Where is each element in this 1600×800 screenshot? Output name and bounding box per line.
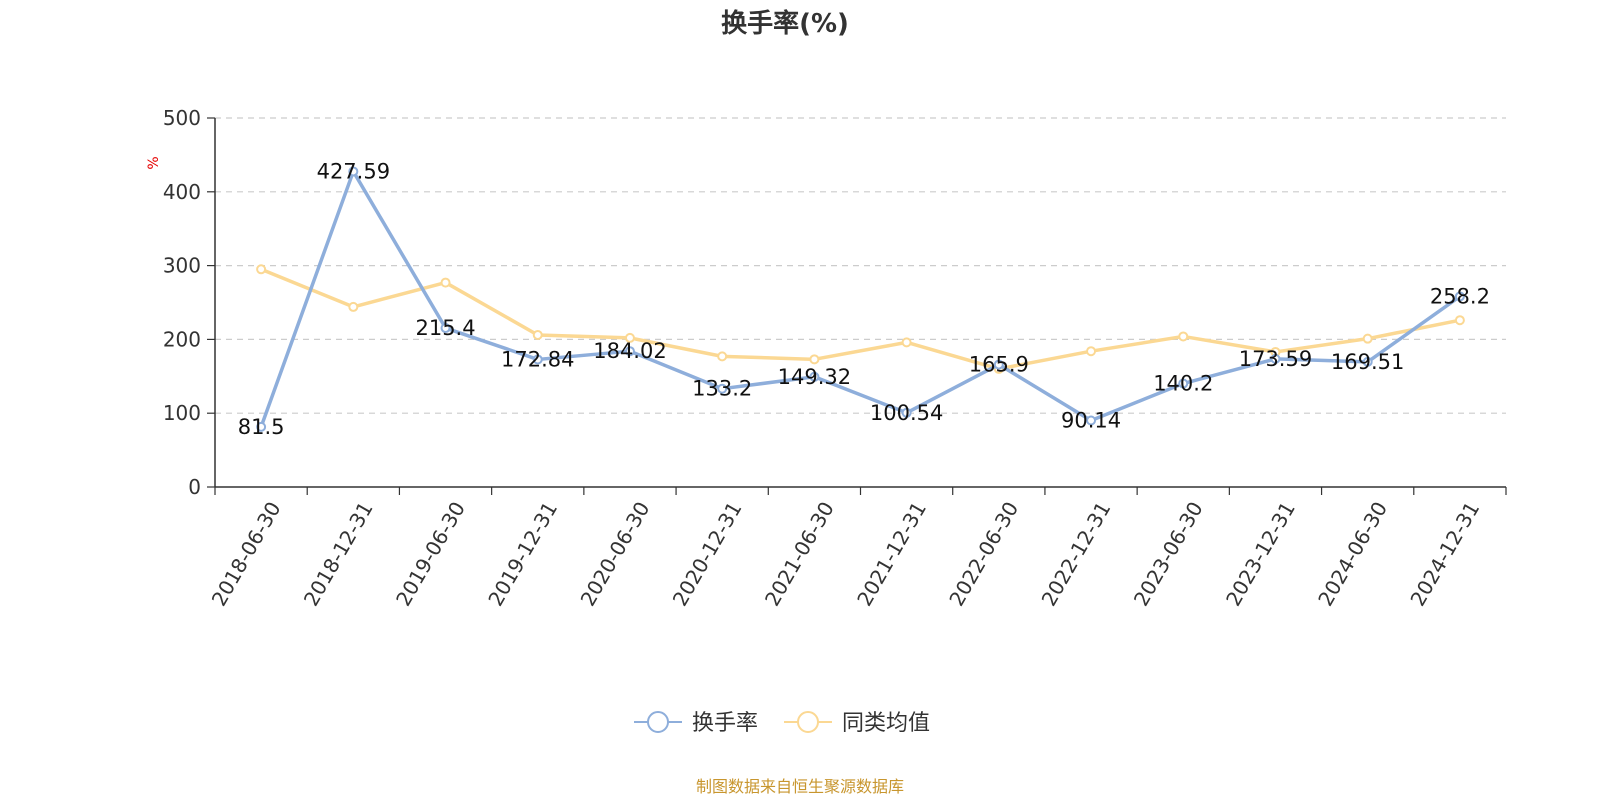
y-tick-label: 300 [163, 254, 201, 278]
x-tick-label: 2020-06-30 [575, 498, 654, 611]
series-line-peer-average [260, 267, 1461, 371]
data-label: 90.14 [1061, 408, 1121, 432]
series-layer [256, 166, 1465, 432]
legend-label: 同类均值 [842, 711, 930, 736]
y-tick-label: 500 [163, 106, 201, 130]
data-label: 184.02 [593, 339, 666, 363]
turnover-point [993, 359, 1004, 370]
data-label: 100.54 [870, 401, 943, 425]
data-label: 133.2 [692, 377, 752, 401]
turnover-point [256, 421, 267, 432]
legend-item-peer-average[interactable]: 同类均值 [784, 711, 930, 736]
data-label: 215.4 [415, 316, 475, 340]
peer-average-point [1362, 333, 1373, 344]
turnover-point [1362, 356, 1373, 367]
data-label: 172.84 [501, 347, 574, 371]
data-label: 81.5 [238, 415, 285, 439]
data-label: 427.59 [317, 159, 390, 183]
legend[interactable]: 换手率 同类均值 [634, 711, 930, 736]
y-tick-label: 0 [188, 475, 201, 499]
x-tick-label: 2021-12-31 [852, 498, 931, 611]
data-label: 173.59 [1239, 347, 1312, 371]
peer-average-point [624, 332, 635, 343]
peer-average-point [256, 264, 267, 275]
turnover-point [717, 383, 728, 394]
peer-average-point [532, 329, 543, 340]
source-note: 制图数据来自恒生聚源数据库 [696, 777, 904, 796]
turnover-point [1270, 353, 1281, 364]
peer-average-point [348, 301, 359, 312]
peer-average-point [440, 277, 451, 288]
data-label: 149.32 [778, 365, 851, 389]
data-label: 165.9 [969, 353, 1029, 377]
x-tick-label: 2023-06-30 [1129, 498, 1208, 611]
legend-marker [647, 711, 669, 733]
data-label: 169.51 [1331, 350, 1404, 374]
data-label: 140.2 [1153, 372, 1213, 396]
turnover-point [440, 323, 451, 334]
turnover-point [809, 371, 820, 382]
x-tick-label: 2018-12-31 [299, 498, 378, 611]
x-tick-label: 2021-06-30 [760, 498, 839, 611]
peer-average-point [901, 337, 912, 348]
x-tick-label: 2020-12-31 [668, 498, 747, 611]
legend-item-turnover[interactable]: 换手率 [634, 711, 758, 736]
peer-average-point [809, 354, 820, 365]
data-labels: 81.5 427.59 215.4 172.84 184.02 133.2 149.32 10… [238, 159, 1490, 438]
peer-average-point [717, 351, 728, 362]
x-tick-label: 2022-06-30 [944, 498, 1023, 611]
data-label: 258.2 [1430, 284, 1490, 308]
legend-label: 换手率 [692, 711, 758, 736]
y-axis-unit: % [146, 156, 162, 169]
x-tick-label: 2023-12-31 [1221, 498, 1300, 611]
turnover-point [901, 407, 912, 418]
chart-title: 换手率(%) [721, 8, 849, 39]
turnover-point [1086, 415, 1097, 426]
y-tick-label: 200 [163, 327, 201, 351]
turnover-point [1454, 291, 1465, 302]
x-tick-label: 2024-06-30 [1313, 498, 1392, 611]
peer-average-point [1086, 346, 1097, 357]
x-tick-label: 2022-12-31 [1037, 498, 1116, 611]
peer-average-point [1454, 315, 1465, 326]
turnover-point [1178, 378, 1189, 389]
peer-average-point [1178, 331, 1189, 342]
turnover-point [624, 346, 635, 357]
legend-marker [797, 711, 819, 733]
x-tick-label: 2018-06-30 [207, 498, 286, 611]
x-tick-label: 2024-12-31 [1405, 498, 1484, 611]
y-tick-label: 400 [163, 180, 201, 204]
turnover-point [532, 354, 543, 365]
x-tick-label: 2019-06-30 [391, 497, 470, 610]
x-tick-label: 2019-12-31 [483, 498, 562, 611]
y-tick-label: 100 [163, 401, 201, 425]
series-line-turnover [259, 169, 1461, 428]
turnover-point [348, 166, 359, 177]
